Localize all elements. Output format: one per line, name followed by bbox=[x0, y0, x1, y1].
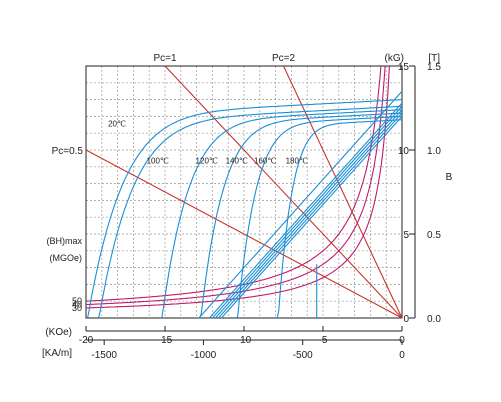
energy-product-title: (BH)max bbox=[47, 236, 83, 246]
demagnetization-curve bbox=[98, 105, 403, 319]
y-axis-tick-label-kG: 0 bbox=[403, 314, 409, 325]
load-line-label: Pc=1 bbox=[153, 53, 177, 64]
y-axis-tick-label-T: 0.0 bbox=[427, 314, 441, 325]
demagnetization-curve bbox=[161, 109, 403, 319]
y-axis-unit-T: [T] bbox=[428, 53, 440, 64]
load-line bbox=[85, 149, 403, 319]
normal-curve-line bbox=[211, 105, 403, 319]
x-axis-title: (KOe) bbox=[45, 327, 72, 338]
energy-product-curve bbox=[86, 65, 382, 302]
temperature-label: 120℃ bbox=[196, 156, 218, 165]
load-lines bbox=[85, 65, 403, 319]
x2-axis-tick-label: -1500 bbox=[91, 350, 117, 361]
y-axis-tick-label-kG: 15 bbox=[398, 62, 410, 73]
load-line-label: Pc=0.5 bbox=[52, 146, 84, 157]
energy-product-label: 40 bbox=[72, 300, 82, 310]
y-axis-unit-kG: (kG) bbox=[385, 53, 404, 64]
y-axis-title: B bbox=[446, 172, 453, 183]
grid bbox=[86, 66, 402, 318]
axes: -20 -15 -10 -5 0(KOe)-1500 -1000 -500 0[KA/m]05… bbox=[42, 53, 453, 361]
normal-curve-line bbox=[198, 90, 403, 319]
normal-curve-line bbox=[208, 102, 403, 319]
load-line bbox=[164, 65, 403, 319]
x2-axis-title: [KA/m] bbox=[42, 348, 72, 359]
normal-curve-line bbox=[220, 116, 403, 319]
normal-curve-line bbox=[217, 112, 403, 319]
y-axis-tick-label-T: 1.5 bbox=[427, 62, 441, 73]
demagnetization-curve bbox=[87, 99, 403, 319]
load-line bbox=[283, 65, 403, 319]
x2-axis-tick-label: -500 bbox=[293, 350, 313, 361]
temperature-label: 160℃ bbox=[254, 156, 276, 165]
temperature-label: 140℃ bbox=[226, 156, 248, 165]
x2-axis-tick-label: 0 bbox=[399, 350, 405, 361]
temperature-label: 100℃ bbox=[147, 156, 169, 165]
load-line-label: Pc=2 bbox=[272, 53, 296, 64]
temperature-label: 180℃ bbox=[286, 156, 308, 165]
demagnetization-curve bbox=[276, 119, 402, 319]
normal-curve-line bbox=[214, 109, 403, 319]
demagnetization-curve bbox=[199, 112, 403, 319]
y-axis-tick-label-T: 0.5 bbox=[427, 230, 441, 241]
demagnetization-curve bbox=[235, 115, 403, 319]
x2-axis-tick-label: -1000 bbox=[191, 350, 217, 361]
temperature-label: 20℃ bbox=[108, 119, 126, 128]
energy-product-label: 30 bbox=[72, 303, 82, 313]
energy-product-curve bbox=[86, 65, 390, 309]
energy-product-label: 50 bbox=[72, 296, 82, 306]
energy-product-unit: (MGOe) bbox=[50, 253, 83, 263]
demagnetization-curves bbox=[87, 90, 403, 319]
y-axis-tick-label-kG: 5 bbox=[403, 230, 409, 241]
y-axis-tick-label-kG: 10 bbox=[398, 146, 410, 157]
plot-frame bbox=[85, 65, 403, 319]
y-axis-tick-label-T: 1.0 bbox=[427, 146, 441, 157]
